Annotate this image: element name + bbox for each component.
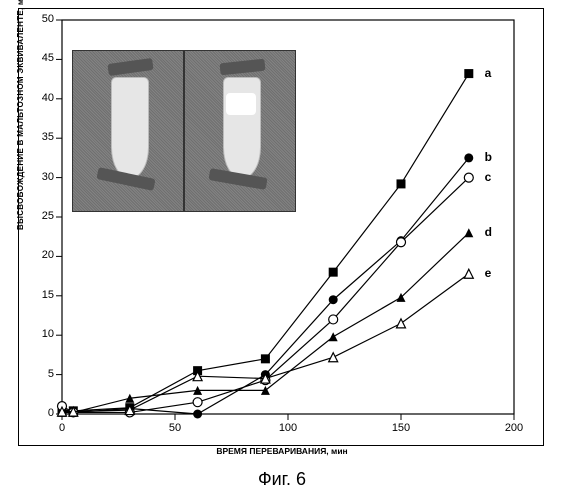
figure-container: ВЫСВОБОЖДЕНИЕ В МАЛЬТОЗНОМ ЭКВИВАЛЕНТЕ, …: [0, 0, 564, 500]
marker-icon: [329, 315, 338, 324]
marker-icon: [397, 319, 406, 328]
marker-icon: [329, 353, 338, 362]
plot-svg: [0, 0, 564, 500]
marker-icon: [193, 410, 202, 419]
marker-icon: [397, 238, 406, 247]
marker-icon: [329, 295, 338, 304]
marker-icon: [464, 269, 473, 278]
marker-icon: [193, 398, 202, 407]
marker-icon: [261, 354, 270, 363]
series-line-d: [62, 233, 469, 413]
marker-icon: [329, 332, 338, 341]
marker-icon: [464, 153, 473, 162]
marker-icon: [329, 268, 338, 277]
marker-icon: [464, 228, 473, 237]
marker-icon: [464, 173, 473, 182]
marker-icon: [464, 69, 473, 78]
marker-icon: [397, 179, 406, 188]
